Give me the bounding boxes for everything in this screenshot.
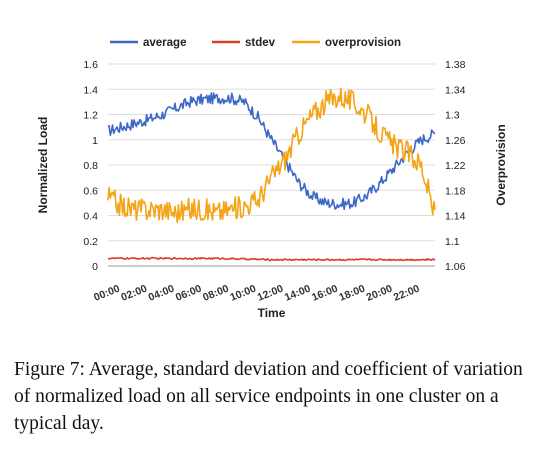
y-right-tick-label: 1.22: [445, 160, 466, 172]
y-right-tick-label: 1.1: [445, 236, 460, 248]
y-left-tick-label: 0.8: [83, 160, 98, 172]
y-right-tick-label: 1.3: [445, 110, 460, 122]
grid: [108, 63, 435, 267]
y-right-axis-title: Overprovision: [494, 124, 508, 205]
y-left-tick-label: 0.2: [83, 236, 98, 248]
y-right-tick-label: 1.38: [445, 59, 466, 71]
y-right-tick-label: 1.06: [445, 261, 466, 273]
y-right-tick-label: 1.34: [445, 84, 466, 96]
y-left-axis-title: Normalized Load: [36, 117, 50, 214]
y-right-tick-label: 1.26: [445, 135, 466, 147]
legend-label-overprovision: overprovision: [325, 37, 401, 49]
x-tick-label: 04:00: [147, 283, 177, 304]
x-tick-label: 18:00: [337, 283, 367, 304]
series-line-stdev: [107, 256, 436, 262]
x-tick-label: 10:00: [228, 283, 258, 304]
x-tick-label: 20:00: [365, 283, 395, 304]
y-left-tick-label: 0: [92, 261, 98, 273]
x-axis-title: Time: [258, 306, 286, 320]
y-left-tick-label: 1.4: [83, 84, 98, 96]
y-left-tick-label: 1.2: [83, 110, 98, 122]
series-layer: [107, 87, 436, 262]
y-left-tick-label: 1: [92, 135, 98, 147]
x-tick-label: 00:00: [92, 283, 122, 304]
x-tick-label: 02:00: [119, 283, 149, 304]
series-line-overprovision: [107, 87, 436, 224]
y-left-tick-label: 0.4: [83, 211, 98, 223]
legend-label-stdev: stdev: [245, 37, 276, 49]
y-right-tick-label: 1.18: [445, 185, 466, 197]
x-tick-label: 08:00: [201, 283, 231, 304]
x-tick-label: 14:00: [283, 283, 313, 304]
legend-label-average: average: [143, 37, 186, 49]
y-left-tick-label: 1.6: [83, 59, 98, 71]
legend: average stdev overprovision: [110, 37, 401, 49]
x-tick-label: 22:00: [392, 283, 422, 304]
x-tick-label: 12:00: [256, 283, 286, 304]
y-left-tick-label: 0.6: [83, 185, 98, 197]
x-tick-label: 16:00: [310, 283, 340, 304]
y-right-tick-label: 1.14: [445, 211, 466, 223]
series-line-average: [107, 92, 436, 211]
axes: 0 0.2 0.4 0.6 0.8 1 1.2 1.4 1.6 1.06 1.1 1.14 1.18 1.…: [36, 59, 508, 320]
figure-caption: Figure 7: Average, standard deviation an…: [14, 359, 523, 434]
line-chart: average stdev overprovision 0 0.2 0.4 0.6 0.8 1…: [36, 37, 508, 320]
x-tick-label: 06:00: [174, 283, 204, 304]
